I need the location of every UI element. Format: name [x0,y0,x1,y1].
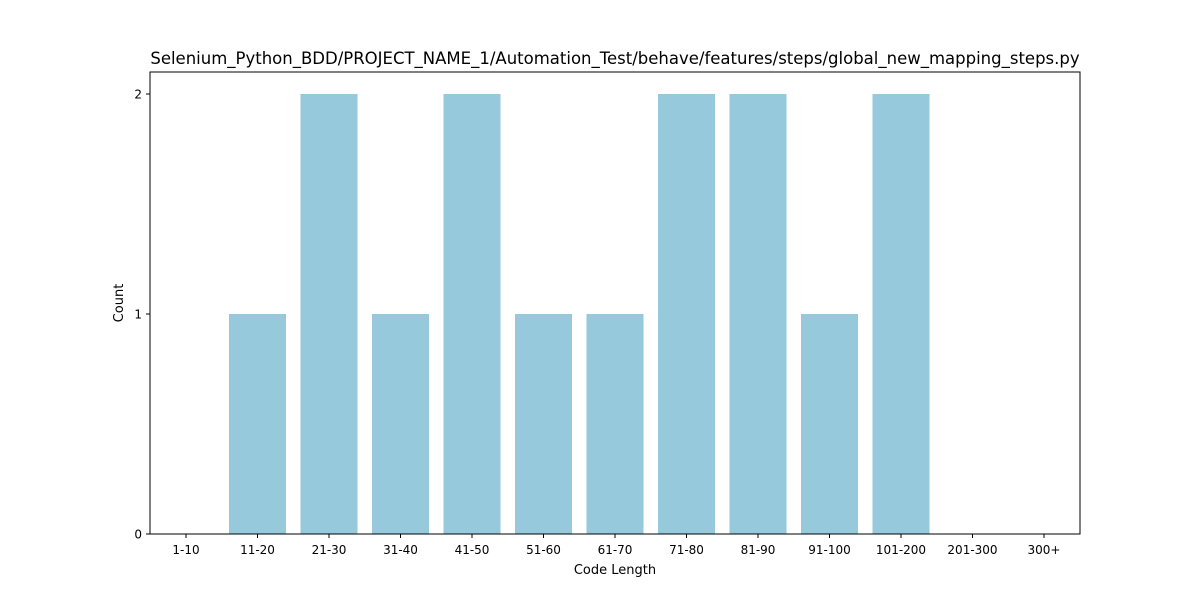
x-tick-label: 41-50 [455,543,490,557]
bars-layer [229,94,930,534]
y-tick-label: 0 [134,528,142,542]
y-tick-label: 2 [134,88,142,102]
x-tick-label: 81-90 [741,543,776,557]
bar-31-40 [372,314,429,534]
bar-21-30 [300,94,358,534]
x-tick-label: 101-200 [876,543,926,557]
x-tick-label: 11-20 [240,543,275,557]
y-tick-label: 1 [134,308,142,322]
bar-101-200 [872,94,930,534]
x-axis-label: Code Length [574,563,656,578]
y-axis-label: Count [112,284,127,323]
bar-71-80 [658,94,715,534]
bar-41-50 [443,94,501,534]
bar-91-100 [801,314,858,534]
x-tick-label: 201-300 [947,543,997,557]
bar-61-70 [586,314,644,534]
x-tick-label: 71-80 [669,543,704,557]
x-tick-label: 21-30 [312,543,347,557]
bar-11-20 [229,314,286,534]
ticks-layer: 1-10 11-20 21-30 31-40 41-50 51-60 61-70 71-80 8… [134,88,1060,558]
bar-81-90 [729,94,787,534]
x-tick-label: 300+ [1028,543,1061,557]
x-tick-label: 31-40 [383,543,418,557]
x-tick-label: 1-10 [172,543,199,557]
x-tick-label: 51-60 [526,543,561,557]
x-tick-label: 61-70 [598,543,633,557]
bar-51-60 [515,314,572,534]
x-tick-label: 91-100 [808,543,851,557]
chart-title: Selenium_Python_BDD/PROJECT_NAME_1/Autom… [150,49,1080,69]
